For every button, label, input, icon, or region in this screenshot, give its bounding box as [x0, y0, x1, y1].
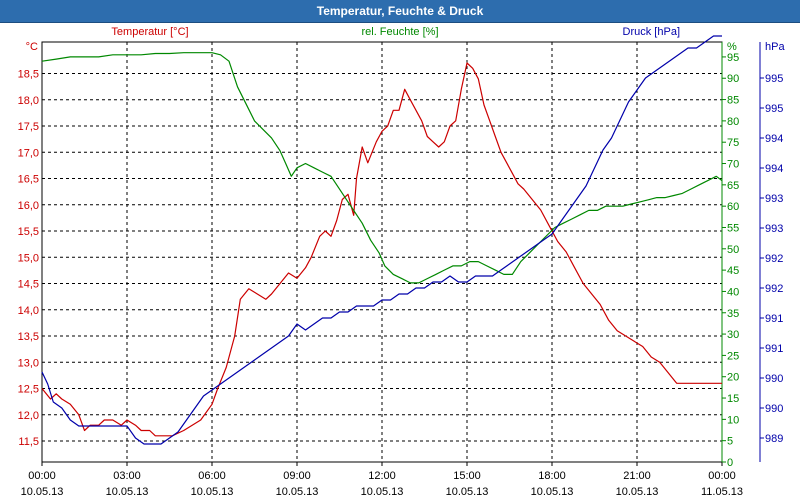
pressure-tick-label: 991 [765, 343, 783, 355]
x-tick-time-label: 12:00 [368, 470, 396, 482]
pressure-tick-label: 992 [765, 283, 783, 295]
humidity-tick-label: 60 [727, 201, 739, 213]
temperature-series-line [41, 62, 722, 437]
temperature-tick-label: 15,0 [18, 252, 39, 264]
title-bar [0, 0, 800, 23]
temperature-tick-label: 14,5 [18, 279, 39, 291]
pressure-tick-label: 993 [765, 193, 783, 205]
pressure-tick-label: 995 [765, 73, 783, 85]
humidity-series-line [41, 52, 723, 284]
x-tick-time-label: 15:00 [453, 470, 481, 482]
pressure-axis-title: Druck [hPa] [623, 26, 680, 38]
pressure-tick-label: 992 [765, 253, 783, 265]
humidity-tick-label: 95 [727, 52, 739, 64]
x-tick-date-label: 10.05.13 [616, 486, 659, 498]
temperature-tick-label: 11,5 [18, 436, 39, 448]
temperature-tick-label: 18,0 [18, 95, 39, 107]
x-tick-time-label: 09:00 [283, 470, 311, 482]
pressure-series-line [41, 35, 722, 445]
humidity-tick-label: 50 [727, 244, 739, 256]
temperature-tick-label: 14,0 [18, 305, 39, 317]
temperature-tick-label: 15,5 [18, 226, 39, 238]
humidity-tick-label: 35 [727, 308, 739, 320]
x-tick-time-label: 03:00 [113, 470, 141, 482]
x-tick-date-label: 10.05.13 [531, 486, 574, 498]
chart-title: Temperatur, Feuchte & Druck [316, 4, 484, 18]
temperature-tick-label: 17,5 [18, 121, 39, 133]
pressure-tick-label: 989 [765, 433, 783, 445]
x-tick-time-label: 00:00 [28, 470, 56, 482]
pressure-tick-label: 994 [765, 133, 783, 145]
pressure-tick-label: 990 [765, 403, 783, 415]
humidity-tick-label: 25 [727, 350, 739, 362]
temperature-tick-label: 12,5 [18, 384, 39, 396]
humidity-unit-label: % [727, 41, 737, 53]
pressure-tick-label: 991 [765, 313, 783, 325]
humidity-axis-title: rel. Feuchte [%] [361, 26, 438, 38]
temperature-tick-label: 16,5 [18, 174, 39, 186]
temperature-tick-label: 13,5 [18, 331, 39, 343]
humidity-tick-label: 5 [727, 436, 733, 448]
humidity-tick-label: 80 [727, 116, 739, 128]
humidity-tick-label: 10 [727, 414, 739, 426]
x-tick-date-label: 10.05.13 [106, 486, 149, 498]
pressure-unit-label: hPa [765, 41, 785, 53]
x-tick-date-label: 11.05.13 [701, 486, 743, 498]
temperature-tick-label: 16,0 [18, 200, 39, 212]
humidity-tick-label: 70 [727, 159, 739, 171]
pressure-tick-label: 993 [765, 223, 783, 235]
humidity-tick-label: 75 [727, 137, 739, 149]
x-tick-time-label: 00:00 [708, 470, 736, 482]
pressure-tick-label: 995 [765, 103, 783, 115]
humidity-tick-label: 55 [727, 222, 739, 234]
humidity-tick-label: 20 [727, 372, 739, 384]
pressure-tick-label: 994 [765, 163, 783, 175]
x-tick-date-label: 10.05.13 [276, 486, 319, 498]
temperature-tick-label: 12,0 [18, 410, 39, 422]
x-tick-time-label: 21:00 [623, 470, 651, 482]
humidity-tick-label: 0 [727, 457, 733, 469]
humidity-tick-label: 85 [727, 95, 739, 107]
x-tick-time-label: 18:00 [538, 470, 566, 482]
humidity-tick-label: 40 [727, 286, 739, 298]
temperature-unit-label: °C [26, 41, 38, 53]
humidity-tick-label: 65 [727, 180, 739, 192]
temperature-tick-label: 13,0 [18, 357, 39, 369]
x-tick-time-label: 06:00 [198, 470, 226, 482]
humidity-tick-label: 15 [727, 393, 739, 405]
x-tick-date-label: 10.05.13 [21, 486, 64, 498]
humidity-tick-label: 30 [727, 329, 739, 341]
humidity-tick-label: 45 [727, 265, 739, 277]
x-tick-date-label: 10.05.13 [191, 486, 234, 498]
x-tick-date-label: 10.05.13 [361, 486, 404, 498]
x-tick-date-label: 10.05.13 [446, 486, 489, 498]
pressure-tick-label: 990 [765, 373, 783, 385]
temperature-tick-label: 17,0 [18, 147, 39, 159]
temperature-axis-title: Temperatur [°C] [111, 26, 188, 38]
humidity-tick-label: 90 [727, 73, 739, 85]
temperature-tick-label: 18,5 [18, 69, 39, 81]
